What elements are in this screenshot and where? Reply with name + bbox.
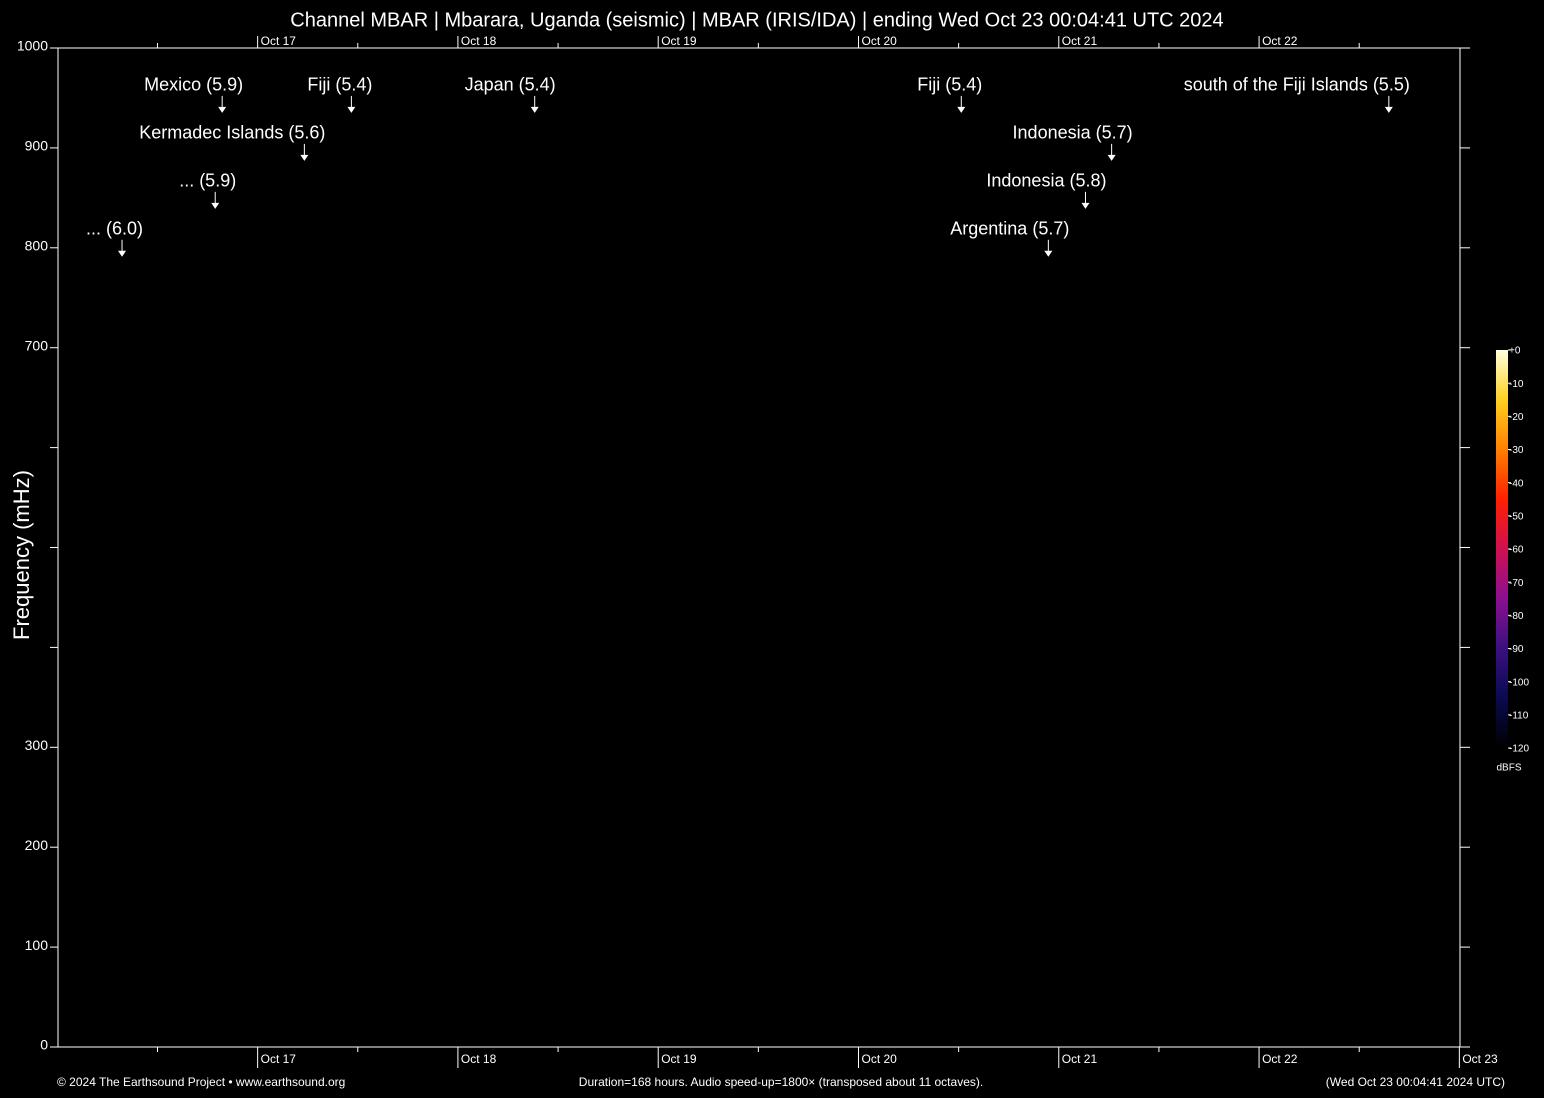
event-arrow-head bbox=[1384, 106, 1393, 113]
x-tick-label-top: Oct 19 bbox=[661, 34, 697, 48]
colorbar-tick-label: -10 bbox=[1509, 379, 1524, 390]
event-label: Fiji (5.4) bbox=[307, 75, 372, 95]
event-label: Japan (5.4) bbox=[465, 75, 556, 95]
colorbar-label: dBFS bbox=[1496, 763, 1521, 774]
y-tick-label: 100 bbox=[25, 937, 49, 953]
x-tick-label: Oct 18 bbox=[461, 1052, 497, 1066]
event-arrow-head bbox=[211, 202, 220, 209]
colorbar-tick-label: -40 bbox=[1509, 478, 1524, 489]
event-annotation: Fiji (5.4) bbox=[917, 75, 982, 113]
event-annotation: Mexico (5.9) bbox=[144, 75, 243, 113]
colorbar-tick-label: -50 bbox=[1509, 511, 1524, 522]
event-annotation: Kermadec Islands (5.6) bbox=[139, 123, 325, 161]
event-arrow-head bbox=[300, 154, 309, 161]
y-axis-label: Frequency (mHz) bbox=[9, 470, 34, 640]
x-tick-label-top: Oct 20 bbox=[861, 34, 897, 48]
colorbar-tick-label: -120 bbox=[1509, 744, 1529, 755]
event-label: Kermadec Islands (5.6) bbox=[139, 123, 325, 143]
event-annotation: Indonesia (5.7) bbox=[1013, 123, 1133, 161]
colorbar-tick-label: -60 bbox=[1509, 545, 1524, 556]
x-tick-label-top: Oct 22 bbox=[1262, 34, 1298, 48]
footer-right: (Wed Oct 23 00:04:41 2024 UTC) bbox=[1326, 1075, 1505, 1089]
event-arrow-head bbox=[1107, 154, 1116, 161]
chart-title: Channel MBAR | Mbarara, Uganda (seismic)… bbox=[290, 9, 1223, 31]
y-tick-label: 300 bbox=[25, 737, 49, 753]
x-tick-label-top: Oct 17 bbox=[261, 34, 297, 48]
event-label: ... (5.9) bbox=[179, 171, 236, 191]
colorbar-tick-label: +0 bbox=[1509, 346, 1521, 357]
x-tick-label: Oct 17 bbox=[261, 1052, 297, 1066]
event-label: Indonesia (5.7) bbox=[1013, 123, 1133, 143]
x-tick-label-top: Oct 21 bbox=[1062, 34, 1098, 48]
event-annotation: ... (5.9) bbox=[179, 171, 236, 209]
x-tick-label: Oct 22 bbox=[1262, 1052, 1298, 1066]
colorbar-tick-label: -100 bbox=[1509, 677, 1529, 688]
event-label: ... (6.0) bbox=[86, 219, 143, 239]
event-annotation: ... (6.0) bbox=[86, 219, 143, 257]
event-arrow-head bbox=[347, 106, 356, 113]
colorbar bbox=[1496, 350, 1508, 748]
colorbar-tick-label: -80 bbox=[1509, 611, 1524, 622]
colorbar-tick-label: -30 bbox=[1509, 445, 1524, 456]
y-tick-label: 900 bbox=[25, 138, 49, 154]
x-tick-label-top: Oct 18 bbox=[461, 34, 497, 48]
colorbar-tick-label: -110 bbox=[1509, 710, 1529, 721]
y-tick-label: 0 bbox=[40, 1037, 48, 1053]
event-arrow-head bbox=[218, 106, 227, 113]
y-tick-label: 200 bbox=[25, 837, 49, 853]
y-tick-label: 700 bbox=[25, 337, 49, 353]
colorbar-tick-label: -90 bbox=[1509, 644, 1524, 655]
event-arrow-head bbox=[957, 106, 966, 113]
x-tick-label: Oct 23 bbox=[1462, 1052, 1498, 1066]
event-arrow-head bbox=[118, 250, 127, 257]
event-arrow-head bbox=[1044, 250, 1053, 257]
y-tick-label: 1000 bbox=[17, 38, 48, 54]
footer-left: © 2024 The Earthsound Project • www.eart… bbox=[57, 1075, 345, 1089]
event-annotation: south of the Fiji Islands (5.5) bbox=[1184, 75, 1410, 113]
event-arrow-head bbox=[1081, 202, 1090, 209]
event-annotation: Fiji (5.4) bbox=[307, 75, 372, 113]
event-label: Indonesia (5.8) bbox=[986, 171, 1106, 191]
y-tick-label: 800 bbox=[25, 238, 49, 254]
event-label: Fiji (5.4) bbox=[917, 75, 982, 95]
event-annotation: Japan (5.4) bbox=[465, 75, 556, 113]
x-tick-label: Oct 19 bbox=[661, 1052, 697, 1066]
x-tick-label: Oct 20 bbox=[861, 1052, 897, 1066]
event-label: south of the Fiji Islands (5.5) bbox=[1184, 75, 1410, 95]
event-label: Mexico (5.9) bbox=[144, 75, 243, 95]
event-label: Argentina (5.7) bbox=[950, 219, 1069, 239]
event-arrow-head bbox=[530, 106, 539, 113]
footer-center: Duration=168 hours. Audio speed-up=1800×… bbox=[579, 1075, 983, 1089]
event-annotation: Indonesia (5.8) bbox=[986, 171, 1106, 209]
x-tick-label: Oct 21 bbox=[1062, 1052, 1098, 1066]
event-annotation: Argentina (5.7) bbox=[950, 219, 1069, 257]
colorbar-tick-label: -20 bbox=[1509, 412, 1524, 423]
colorbar-tick-label: -70 bbox=[1509, 578, 1524, 589]
